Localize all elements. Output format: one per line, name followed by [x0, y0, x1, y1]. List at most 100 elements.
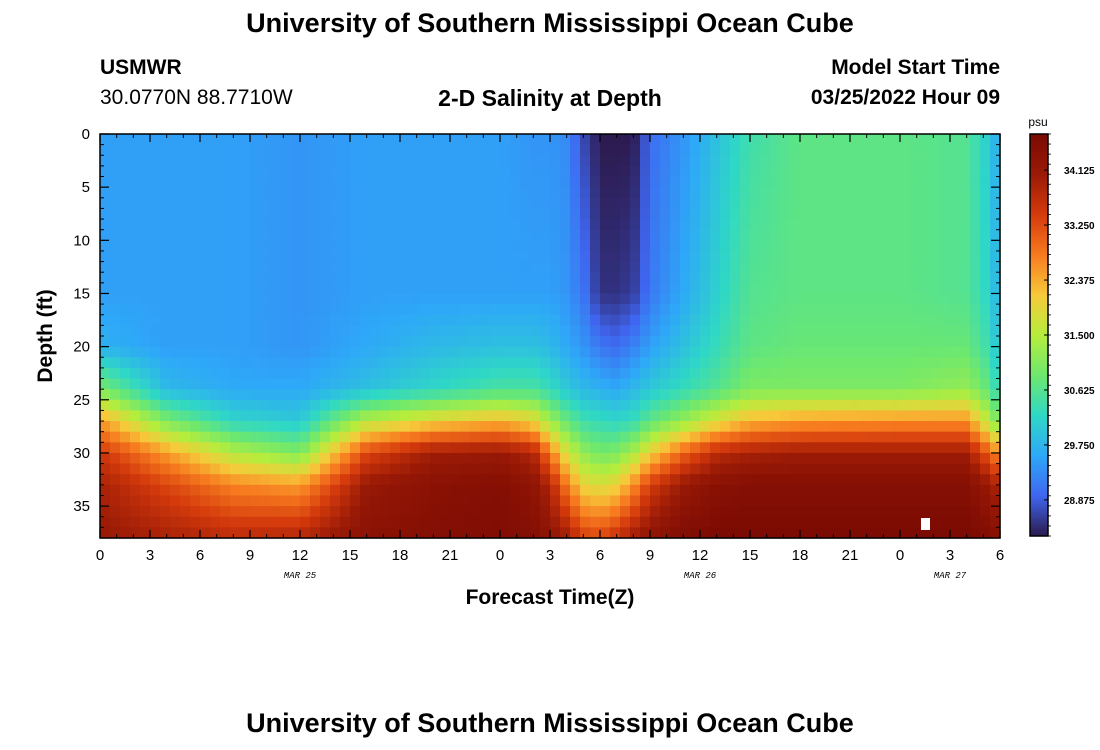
heatmap-cell [200, 346, 211, 358]
heatmap-cell [350, 197, 361, 210]
heatmap-cell [250, 272, 261, 284]
heatmap-cell [200, 378, 211, 390]
heatmap-cell [430, 165, 441, 178]
heatmap-cell [980, 484, 991, 497]
heatmap-cell [100, 304, 111, 316]
heatmap-cell [240, 293, 251, 305]
heatmap-cell [610, 144, 621, 156]
heatmap-cell [540, 250, 551, 263]
heatmap-cell [550, 484, 561, 497]
heatmap-cell [540, 484, 551, 497]
heatmap-cell [890, 304, 901, 316]
heatmap-cell [770, 134, 781, 146]
heatmap-cell [360, 293, 371, 305]
heatmap-cell [450, 346, 461, 358]
heatmap-cell [130, 389, 141, 401]
heatmap-cell [380, 516, 391, 528]
heatmap-cell [130, 378, 141, 390]
heatmap-cell [930, 304, 941, 316]
heatmap-cell [420, 399, 431, 412]
heatmap-cell [310, 144, 321, 156]
heatmap-cell [410, 367, 421, 380]
heatmap-cell [990, 219, 1001, 231]
heatmap-cell [180, 410, 191, 422]
date-label: MAR 26 [684, 571, 717, 581]
heatmap-cell [710, 304, 721, 316]
heatmap-cell [280, 197, 291, 210]
heatmap-cell [310, 463, 321, 475]
heatmap-cell [690, 165, 701, 178]
heatmap-cell [920, 336, 931, 348]
heatmap-cell [810, 165, 821, 178]
heatmap-cell [610, 516, 621, 528]
heatmap-cell [290, 389, 301, 401]
heatmap-cell [580, 527, 591, 539]
heatmap-cell [330, 304, 341, 316]
heatmap-cell [860, 272, 871, 284]
heatmap-cell [220, 250, 231, 263]
heatmap-cell [490, 463, 501, 475]
heatmap-cell [250, 197, 261, 210]
heatmap-cell [510, 314, 521, 326]
heatmap-cell [120, 165, 131, 178]
heatmap-cell [940, 346, 951, 358]
heatmap-cell [360, 452, 371, 465]
heatmap-cell [920, 484, 931, 497]
heatmap-cell [410, 219, 421, 231]
heatmap-cell [370, 134, 381, 146]
heatmap-cell [880, 421, 891, 433]
heatmap-cell [880, 527, 891, 539]
heatmap-cell [430, 240, 441, 252]
heatmap-cell [350, 261, 361, 273]
heatmap-cell [640, 474, 651, 486]
heatmap-cell [790, 293, 801, 305]
heatmap-cell [960, 367, 971, 380]
heatmap-cell [370, 304, 381, 316]
heatmap-cell [280, 410, 291, 422]
heatmap-cell [400, 357, 411, 369]
heatmap-cell [930, 187, 941, 199]
heatmap-cell [710, 197, 721, 210]
heatmap-cell [930, 431, 941, 443]
heatmap-cell [370, 506, 381, 518]
heatmap-cell [310, 527, 321, 539]
heatmap-cell [840, 208, 851, 220]
y-tick-label: 0 [82, 126, 90, 143]
heatmap-cell [810, 357, 821, 369]
heatmap-cell [850, 325, 861, 337]
heatmap-cell [580, 357, 591, 369]
heatmap-cell [230, 484, 241, 497]
heatmap-cell [940, 325, 951, 337]
heatmap-cell [800, 187, 811, 199]
heatmap-cell [950, 144, 961, 156]
heatmap-cell [920, 346, 931, 358]
heatmap-cell [780, 208, 791, 220]
heatmap-cell [200, 421, 211, 433]
heatmap-cell [980, 399, 991, 412]
heatmap-cell [400, 325, 411, 337]
heatmap-cell [170, 155, 181, 167]
heatmap-cell [430, 176, 441, 188]
heatmap-cell [460, 325, 471, 337]
heatmap-cell [590, 378, 601, 390]
heatmap-cell [920, 442, 931, 454]
heatmap-cell [790, 399, 801, 412]
heatmap-cell [450, 431, 461, 443]
heatmap-cell [130, 431, 141, 443]
heatmap-cell [110, 272, 121, 284]
heatmap-cell [570, 399, 581, 412]
heatmap-cell [190, 378, 201, 390]
heatmap-cell [610, 336, 621, 348]
heatmap-cell [340, 452, 351, 465]
heatmap-cell [690, 208, 701, 220]
heatmap-cell [910, 261, 921, 273]
heatmap-cell [550, 336, 561, 348]
heatmap-cell [190, 442, 201, 454]
heatmap-cell [890, 506, 901, 518]
heatmap-cell [600, 506, 611, 518]
heatmap-cell [120, 410, 131, 422]
heatmap-cell [500, 261, 511, 273]
heatmap-cell [810, 282, 821, 295]
heatmap-cell [690, 293, 701, 305]
heatmap-cell [470, 272, 481, 284]
